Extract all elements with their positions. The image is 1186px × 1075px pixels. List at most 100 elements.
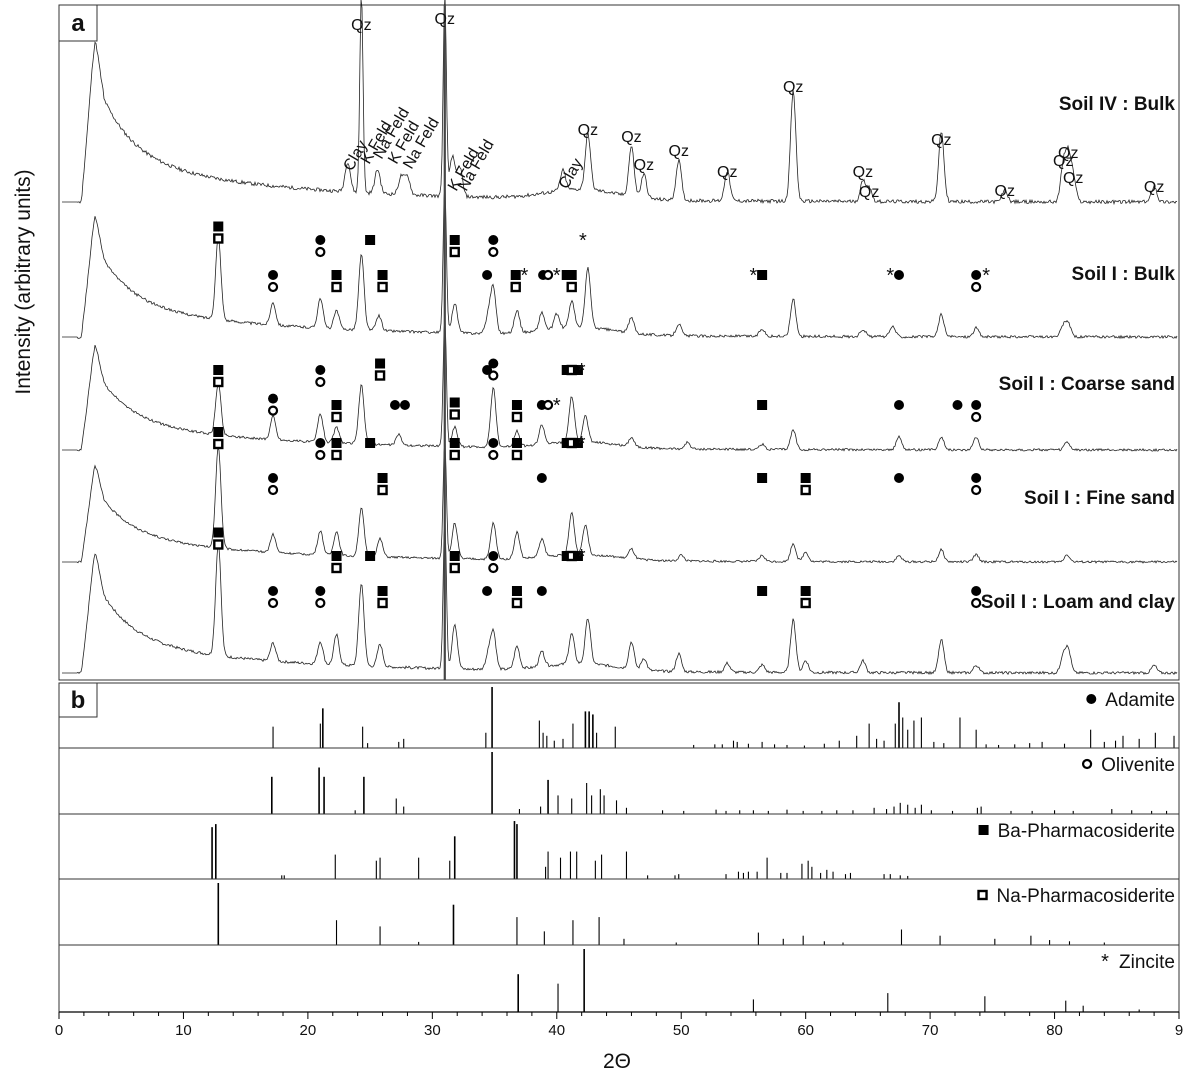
marker-circle-filled-soil-i-coarse-sand	[952, 400, 963, 410]
annotation-qz: Qz	[853, 164, 873, 181]
marker-circle-filled-soil-i-bulk	[315, 235, 326, 245]
marker-circle-open-soil-i-coarse-sand	[315, 376, 326, 388]
marker-square-open-soil-i-bulk	[566, 281, 577, 293]
reference-patterns: Adamite Olivenite Ba-Pharmacosiderite Na-Ph…	[58, 682, 1180, 1013]
marker-square-filled-soil-i-loam-and-clay	[800, 586, 811, 596]
annotation-qz: Qz	[783, 79, 803, 96]
annotation-qz: Qz	[578, 122, 598, 139]
annotation-qz: Qz	[1058, 145, 1078, 162]
marker-circle-filled-soil-i-coarse-sand	[399, 400, 410, 410]
marker-star-soil-i-loam-and-clay: *	[578, 546, 586, 568]
trace-soil-i-loam-and-clay	[62, 519, 1178, 676]
marker-square-open-soil-i-coarse-sand	[511, 411, 523, 423]
marker-square-open-soil-i-loam-and-clay	[800, 597, 811, 609]
marker-square-filled-soil-i-loam-and-clay	[331, 551, 342, 561]
marker-square-filled-soil-i-loam-and-clay	[572, 551, 583, 561]
marker-square-filled-soil-i-loam-and-clay	[449, 551, 460, 561]
panel-a-label-box	[58, 4, 98, 42]
x-tick-label: 50	[673, 1022, 690, 1039]
pattern-frame-zincite	[58, 944, 1180, 1013]
legend-zincite: Zincite	[1119, 952, 1175, 973]
y-axis-label: Intensity (arbitrary units)	[12, 169, 35, 394]
marker-circle-filled-soil-i-bulk	[482, 270, 493, 280]
marker-circle-filled-soil-i-loam-and-clay	[971, 586, 982, 596]
marker-circle-filled-soil-i-loam-and-clay	[488, 551, 499, 561]
phase-markers: * * * * * * * * * *	[213, 221, 990, 609]
annotation-qz: Qz	[621, 129, 641, 146]
panel-b-label-box	[58, 682, 98, 718]
trace-soil-i-fine-sand	[62, 440, 1178, 564]
marker-circle-filled-soil-i-fine-sand	[315, 438, 326, 448]
marker-square-open-soil-i-loam-and-clay	[377, 597, 388, 609]
marker-square-filled-soil-i-coarse-sand	[757, 400, 768, 410]
annotation-qz: Qz	[1063, 170, 1083, 187]
marker-circle-open-soil-i-loam-and-clay	[971, 597, 982, 609]
marker-square-filled-soil-i-bulk	[757, 270, 768, 280]
marker-square-filled-soil-i-coarse-sand	[572, 365, 583, 375]
marker-square-filled-soil-i-bulk	[449, 235, 460, 245]
marker-star-soil-i-bulk: *	[750, 265, 758, 287]
marker-circle-open-soil-i-fine-sand	[267, 484, 279, 496]
marker-circle-open-soil-i-loam-and-clay	[488, 562, 499, 574]
diffraction-traces	[62, 0, 1178, 680]
annotation-qz: Qz	[435, 11, 455, 28]
marker-circle-open-soil-i-bulk	[542, 269, 554, 281]
marker-square-open-soil-i-loam-and-clay	[213, 539, 224, 550]
x-tick-label: 0	[55, 1022, 63, 1039]
marker-circle-open-soil-i-coarse-sand	[267, 405, 279, 416]
marker-square-filled-soil-i-bulk	[377, 270, 388, 280]
trace-soil-iv-bulk	[62, 0, 1178, 206]
marker-circle-filled-soil-i-fine-sand	[971, 473, 982, 483]
marker-square-open-soil-i-bulk	[510, 281, 521, 293]
marker-square-filled-soil-i-coarse-sand	[449, 397, 460, 408]
marker-square-filled-soil-i-fine-sand	[365, 438, 376, 448]
marker-circle-filled-soil-i-bulk	[971, 270, 982, 280]
marker-circle-open-soil-i-fine-sand	[315, 449, 326, 461]
marker-circle-open-soil-i-bulk	[267, 281, 279, 293]
marker-square-open-soil-i-fine-sand	[511, 449, 523, 461]
marker-square-filled-soil-i-fine-sand	[449, 438, 460, 448]
marker-circle-filled-soil-i-coarse-sand	[390, 400, 400, 410]
marker-square-filled-soil-i-coarse-sand	[511, 400, 522, 410]
marker-star-soil-i-fine-sand: *	[578, 433, 586, 455]
annotation-qz: Qz	[634, 157, 654, 174]
annotation-clay: Clay	[556, 156, 587, 192]
marker-circle-filled-soil-i-coarse-sand	[894, 400, 904, 410]
marker-circle-open-soil-i-bulk	[488, 246, 499, 258]
marker-square-filled-soil-i-coarse-sand	[213, 365, 224, 375]
x-tick-label: 40	[548, 1022, 565, 1039]
marker-square-filled-soil-i-loam-and-clay	[377, 586, 388, 596]
marker-square-open-soil-i-bulk	[377, 281, 388, 293]
x-tick-label: 80	[1046, 1022, 1063, 1039]
marker-square-open-soil-i-loam-and-clay	[449, 562, 460, 574]
marker-circle-filled-soil-i-coarse-sand	[268, 393, 279, 404]
marker-square-filled-soil-i-bulk	[365, 235, 376, 245]
marker-square-filled-soil-i-fine-sand	[213, 427, 224, 437]
marker-square-open-soil-i-coarse-sand	[449, 409, 460, 420]
marker-square-filled-soil-i-fine-sand	[800, 473, 811, 483]
marker-square-open-soil-i-coarse-sand	[374, 370, 386, 381]
trace-soil-i-bulk	[62, 184, 1178, 340]
marker-circle-filled-soil-i-coarse-sand	[971, 400, 982, 410]
legend-symbol-olivenite	[1081, 758, 1093, 770]
marker-circle-open-soil-i-coarse-sand	[542, 399, 554, 411]
panel-b: Adamite Olivenite Ba-Pharmacosiderite Na-Ph…	[55, 682, 1183, 1073]
marker-circle-filled-soil-i-bulk	[268, 270, 279, 280]
marker-square-filled-soil-i-coarse-sand	[375, 358, 386, 369]
marker-circle-filled-soil-i-bulk	[894, 270, 904, 280]
x-tick-label: 20	[300, 1022, 317, 1039]
marker-square-open-soil-i-bulk	[449, 246, 460, 258]
marker-star-soil-i-bulk: *	[886, 265, 894, 287]
x-tick-label: 70	[922, 1022, 939, 1039]
marker-star-soil-i-bulk: *	[553, 265, 561, 287]
legend-symbol-adamite	[1086, 694, 1097, 704]
marker-square-filled-soil-i-bulk	[331, 270, 342, 280]
marker-circle-filled-soil-i-fine-sand	[268, 473, 279, 483]
marker-star-soil-i-bulk: *	[521, 265, 529, 287]
marker-square-filled-soil-i-bulk	[566, 270, 577, 280]
legend-symbol-na-pharmacosiderite	[977, 889, 988, 901]
marker-circle-filled-soil-i-bulk	[488, 235, 499, 245]
marker-circle-open-soil-i-bulk	[971, 281, 982, 293]
